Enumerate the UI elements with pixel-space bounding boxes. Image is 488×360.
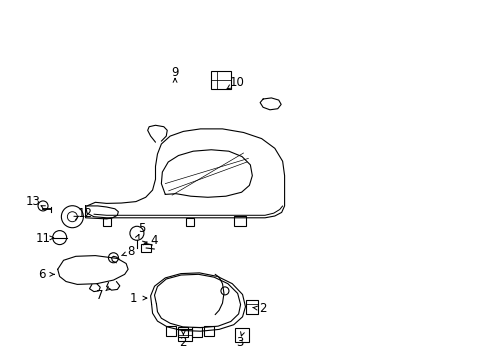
Text: 4: 4 [150,234,158,247]
Bar [178,327,188,337]
Bar [246,300,258,314]
Bar [235,328,248,342]
Text: 2: 2 [259,302,266,315]
Bar [178,329,191,341]
Text: 12: 12 [78,207,93,220]
Bar [102,218,110,226]
Text: 6: 6 [38,268,45,281]
Bar [211,71,231,89]
Text: 5: 5 [138,222,145,235]
Text: 3: 3 [235,336,243,348]
Text: 11: 11 [36,232,50,245]
Text: 9: 9 [171,66,179,78]
Bar [166,326,176,336]
Bar [141,244,151,252]
Text: 13: 13 [26,195,41,208]
Bar [185,218,193,226]
Bar [204,327,214,337]
Text: 7: 7 [96,289,104,302]
Bar [191,327,201,337]
Bar [233,216,245,226]
Text: 8: 8 [127,246,135,258]
Text: 1: 1 [129,292,137,305]
Text: 2: 2 [179,336,187,348]
Text: 10: 10 [229,76,244,89]
